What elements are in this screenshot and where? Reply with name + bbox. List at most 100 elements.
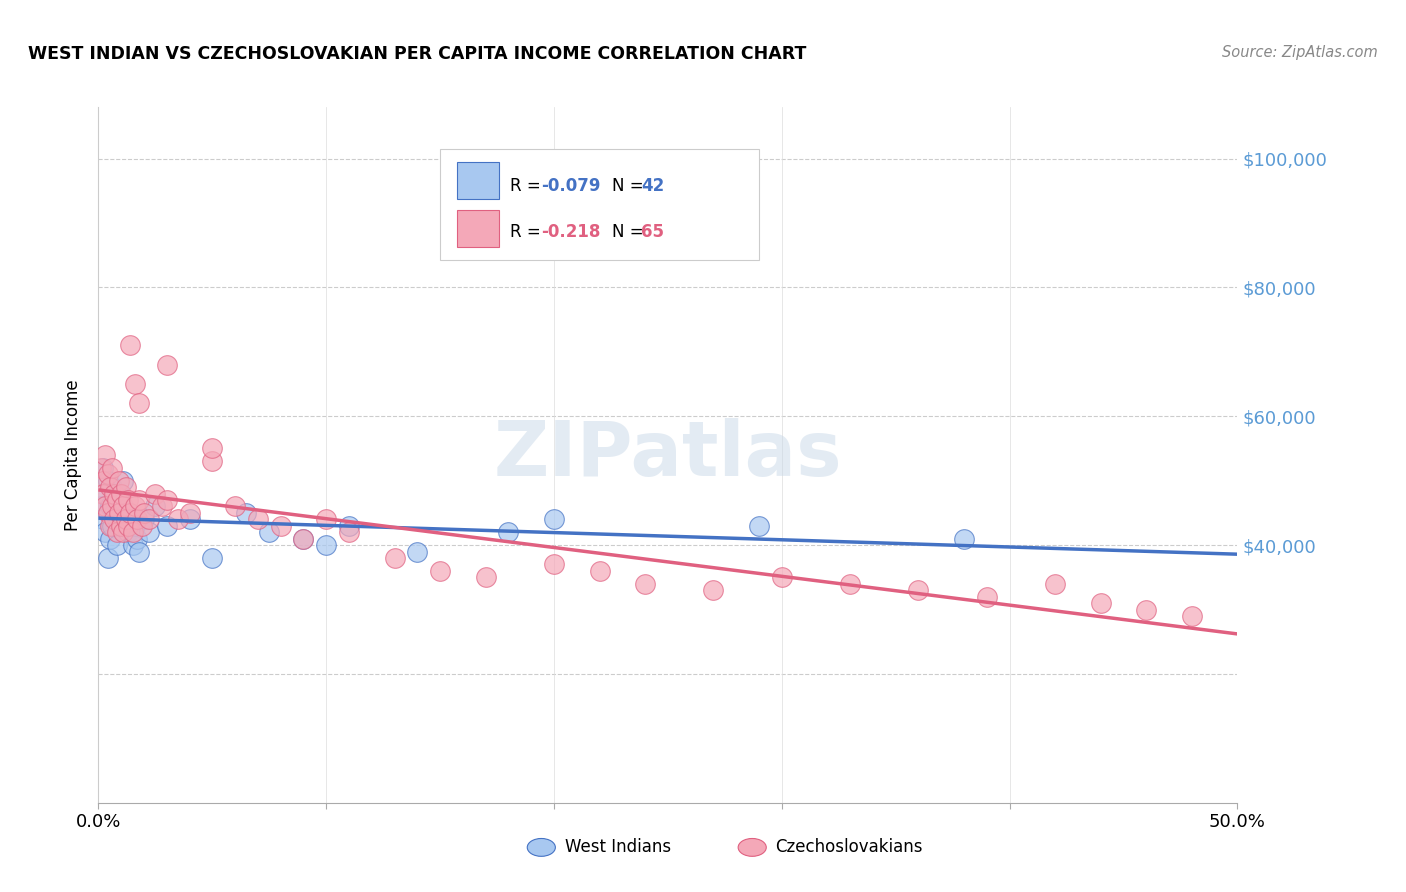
Point: [101, 480, 124, 494]
Point: [156, 518, 179, 533]
Text: Source: ZipAtlas.com: Source: ZipAtlas.com: [1222, 45, 1378, 60]
Point: [337, 518, 360, 533]
Point: [201, 454, 224, 468]
Point: [292, 532, 315, 546]
Text: West Indians: West Indians: [565, 838, 671, 856]
Text: 42: 42: [641, 177, 665, 194]
Point: [1090, 596, 1112, 610]
Point: [179, 506, 201, 520]
Point: [114, 480, 136, 494]
Point: [145, 486, 167, 500]
Point: [1135, 602, 1157, 616]
Point: [110, 500, 132, 514]
Point: [108, 474, 131, 488]
Point: [1043, 576, 1066, 591]
Point: [259, 525, 281, 540]
Point: [120, 338, 142, 352]
Point: [907, 583, 929, 598]
Point: [114, 512, 136, 526]
Point: [110, 518, 132, 533]
Point: [96, 506, 118, 520]
Point: [138, 512, 160, 526]
Point: [91, 460, 114, 475]
Point: [132, 506, 155, 520]
Point: [337, 525, 360, 540]
Point: [543, 558, 565, 572]
Point: [110, 486, 132, 500]
Point: [634, 576, 657, 591]
Point: [121, 538, 143, 552]
Point: [128, 493, 150, 508]
Point: [406, 544, 429, 558]
Point: [131, 518, 153, 533]
Point: [101, 518, 124, 533]
Text: R =: R =: [510, 177, 547, 194]
Point: [127, 512, 149, 526]
Point: [112, 500, 135, 514]
Point: [127, 532, 149, 546]
Point: [132, 512, 155, 526]
Point: [117, 493, 139, 508]
Point: [156, 358, 179, 372]
Point: [91, 486, 114, 500]
Point: [112, 525, 135, 540]
Point: [702, 583, 724, 598]
Point: [150, 500, 173, 514]
Point: [103, 493, 125, 508]
Point: [98, 518, 121, 533]
Point: [101, 500, 124, 514]
Point: [1181, 609, 1204, 624]
Text: N =: N =: [612, 223, 648, 241]
Point: [105, 525, 128, 540]
Point: [124, 500, 146, 514]
Text: 65: 65: [641, 223, 664, 241]
Point: [124, 377, 146, 392]
Point: [429, 564, 451, 578]
Point: [90, 500, 112, 514]
Point: [224, 500, 246, 514]
Point: [96, 474, 118, 488]
Point: [105, 512, 128, 526]
Point: [110, 518, 132, 533]
Point: [117, 525, 139, 540]
Point: [315, 538, 337, 552]
Point: [167, 512, 190, 526]
Point: [94, 448, 117, 462]
Point: [156, 493, 179, 508]
Point: [201, 551, 224, 566]
Point: [91, 474, 114, 488]
Point: [103, 486, 125, 500]
Point: [384, 551, 406, 566]
Point: [145, 500, 167, 514]
Point: [201, 442, 224, 456]
Point: [114, 506, 136, 520]
Point: [315, 512, 337, 526]
Point: [96, 551, 118, 566]
Text: R =: R =: [510, 223, 547, 241]
Point: [101, 460, 124, 475]
Point: [270, 518, 292, 533]
Point: [246, 512, 269, 526]
Point: [91, 512, 114, 526]
Point: [543, 512, 565, 526]
Point: [976, 590, 998, 604]
Point: [117, 518, 139, 533]
Point: [98, 480, 121, 494]
Point: [124, 518, 146, 533]
Text: Czechoslovakians: Czechoslovakians: [775, 838, 922, 856]
Point: [128, 396, 150, 410]
Point: [112, 474, 135, 488]
Point: [839, 576, 862, 591]
Point: [474, 570, 496, 584]
Point: [94, 486, 117, 500]
Text: ZIPatlas: ZIPatlas: [494, 418, 842, 491]
Point: [103, 506, 125, 520]
Text: N =: N =: [612, 177, 648, 194]
Point: [108, 486, 131, 500]
Point: [98, 500, 121, 514]
Point: [770, 570, 793, 584]
Point: [108, 506, 131, 520]
Point: [128, 544, 150, 558]
Point: [90, 460, 112, 475]
Point: [138, 525, 160, 540]
